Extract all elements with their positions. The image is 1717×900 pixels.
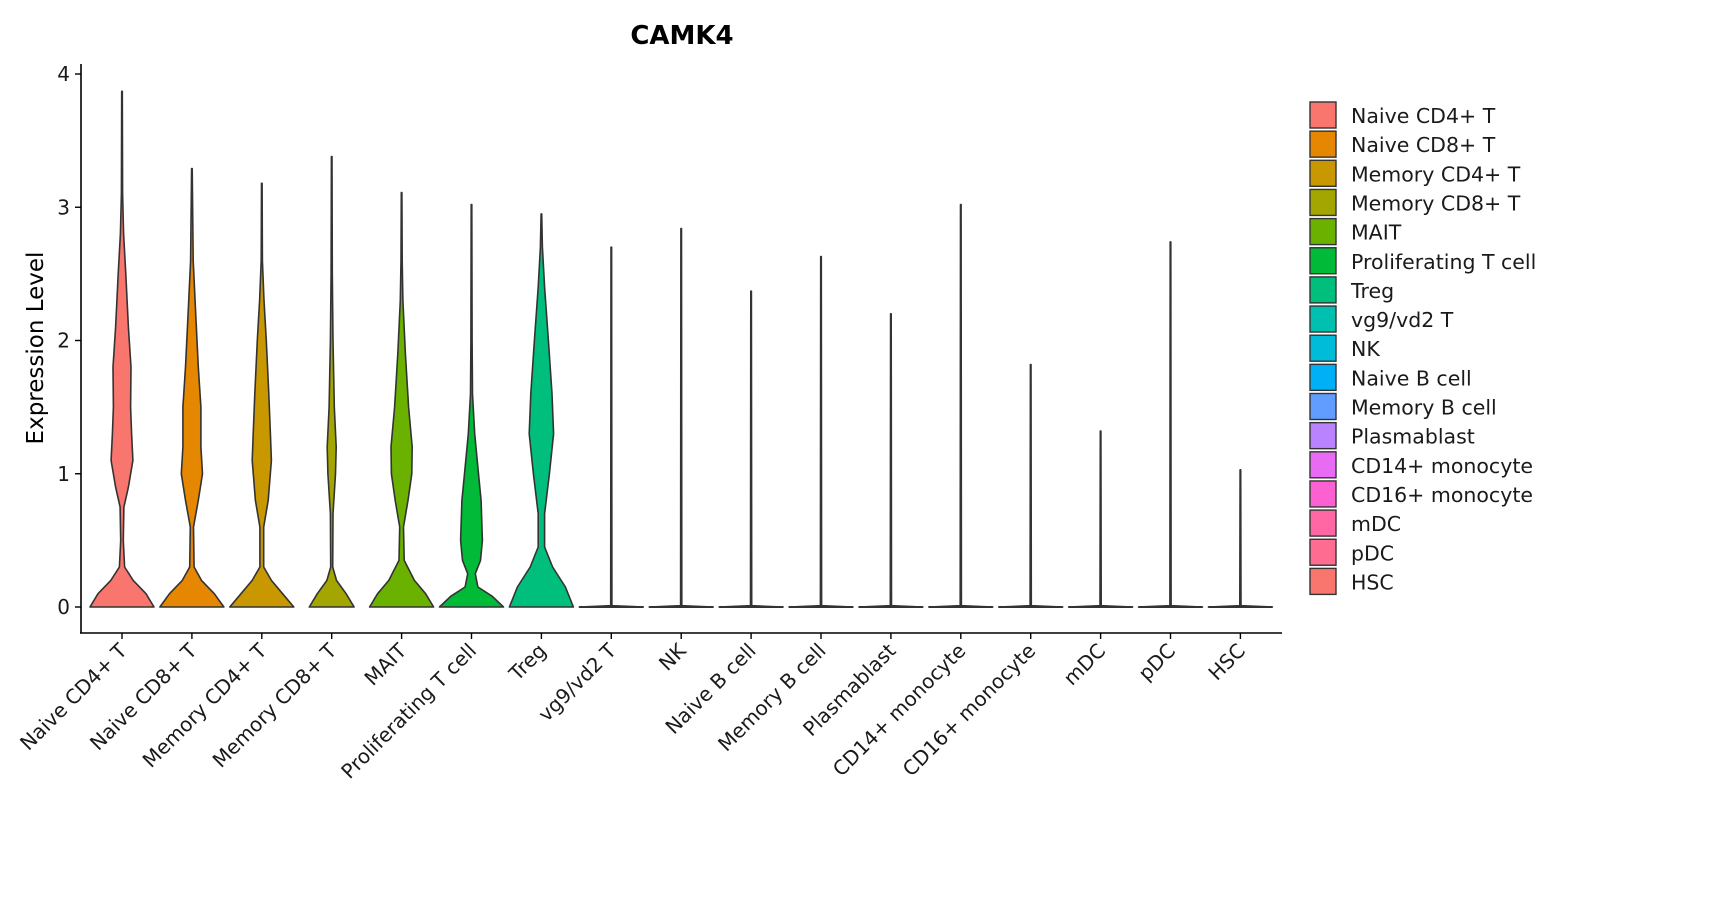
violin-nk (648, 227, 714, 608)
y-ticks: 0 1 2 3 4 (57, 62, 81, 619)
violin-mdc (1067, 430, 1134, 608)
legend-swatch (1309, 305, 1337, 333)
legend-swatch (1309, 392, 1337, 421)
legend-swatch (1309, 188, 1337, 217)
legend-swatch (1309, 567, 1337, 596)
x-tick-label: Memory CD4+ T (138, 638, 272, 772)
x-tick-label: Treg (504, 639, 551, 686)
legend-item: Plasmablast (1309, 421, 1475, 450)
legend-item: Naive CD4+ T (1309, 101, 1496, 129)
violin-naive-cd4-t (89, 90, 155, 608)
y-tick-label: 3 (57, 195, 70, 219)
y-tick-label: 0 (57, 595, 70, 619)
legend-swatch (1309, 480, 1337, 508)
legend-label: CD14+ monocyte (1351, 454, 1533, 478)
violin-memory-b-cell (788, 255, 854, 608)
legend-item: MAIT (1309, 217, 1402, 246)
legend-item: Naive CD8+ T (1309, 130, 1496, 158)
violin-naive-cd8-t (159, 167, 225, 608)
violin-cd16-monocyte (997, 363, 1064, 608)
y-axis-label: Expression Level (23, 252, 49, 445)
x-tick-label: CD14+ monocyte (828, 639, 971, 782)
legend-label: Memory CD4+ T (1351, 162, 1521, 186)
legend-swatch (1309, 159, 1337, 188)
legend-label: Naive CD4+ T (1351, 104, 1496, 128)
legend-label: Proliferating T cell (1351, 250, 1536, 274)
legend-item: HSC (1309, 567, 1394, 596)
y-tick-label: 1 (57, 462, 70, 486)
legend-swatch (1309, 247, 1337, 275)
legend-item: Proliferating T cell (1309, 247, 1536, 275)
chart-title: CAMK4 (630, 21, 733, 51)
legend-swatch (1309, 363, 1337, 392)
legend-label: mDC (1351, 512, 1401, 536)
legend-item: Memory CD4+ T (1309, 159, 1521, 188)
legend-swatch (1309, 451, 1337, 479)
legend-label: Memory CD8+ T (1351, 191, 1521, 215)
legend-item: Naive B cell (1309, 363, 1472, 392)
legend-item: CD14+ monocyte (1309, 451, 1533, 479)
violin-memory-cd4-t (229, 182, 295, 608)
violin-hsc (1207, 469, 1274, 608)
legend-item: Memory CD8+ T (1309, 188, 1521, 217)
legend-item: Memory B cell (1309, 392, 1497, 421)
legend-label: CD16+ monocyte (1351, 483, 1533, 507)
legend-label: Treg (1350, 279, 1394, 303)
legend-label: MAIT (1351, 221, 1402, 245)
legend-label: NK (1351, 337, 1380, 361)
legend-item: Treg (1309, 276, 1394, 304)
legend-label: Plasmablast (1351, 425, 1475, 449)
legend-label: HSC (1351, 570, 1394, 594)
legend-swatch (1309, 276, 1337, 304)
x-tick-label: CD16+ monocyte (898, 639, 1041, 782)
x-tick-label: HSC (1203, 639, 1249, 685)
legend-item: vg9/vd2 T (1309, 305, 1454, 333)
violin-naive-b-cell (718, 290, 784, 608)
violin-plasmablast (858, 313, 924, 608)
legend-swatch (1309, 101, 1337, 129)
violin-pdc (1137, 241, 1204, 608)
violin-memory-cd8-t (308, 155, 355, 608)
legend-swatch (1309, 421, 1337, 450)
x-tick-label: NK (654, 638, 691, 675)
legend-swatch (1309, 334, 1337, 362)
violin-proliferating-t-cell (438, 203, 505, 608)
legend-label: Naive CD8+ T (1351, 133, 1496, 157)
legend-item: mDC (1309, 509, 1401, 537)
legend-swatch (1309, 509, 1337, 537)
y-tick-label: 4 (57, 62, 70, 86)
legend-swatch (1309, 217, 1337, 246)
legend-swatch (1309, 130, 1337, 158)
y-tick-label: 2 (57, 329, 70, 353)
violin-treg (508, 213, 575, 608)
legend-label: Memory B cell (1351, 396, 1497, 420)
legend-label: pDC (1351, 541, 1394, 565)
legend: Naive CD4+ T Naive CD8+ T Memory CD4+ T Mem… (1309, 101, 1536, 596)
x-tick-label: mDC (1059, 639, 1111, 691)
legend-item: NK (1309, 334, 1380, 362)
violin-vg9-vd2-t (578, 246, 645, 608)
violin-mait (368, 191, 435, 608)
x-tick-label: pDC (1133, 639, 1180, 686)
legend-item: CD16+ monocyte (1309, 480, 1533, 508)
legend-label: vg9/vd2 T (1351, 308, 1454, 332)
legend-item: pDC (1309, 538, 1394, 566)
x-tick-label: Memory CD8+ T (208, 638, 342, 772)
violins (89, 90, 1274, 608)
legend-label: Naive B cell (1351, 366, 1472, 390)
violin-cd14-monocyte (928, 203, 994, 608)
x-tick-label: MAIT (359, 638, 411, 690)
legend-swatch (1309, 538, 1337, 566)
x-tick-label: Proliferating T cell (336, 639, 481, 784)
